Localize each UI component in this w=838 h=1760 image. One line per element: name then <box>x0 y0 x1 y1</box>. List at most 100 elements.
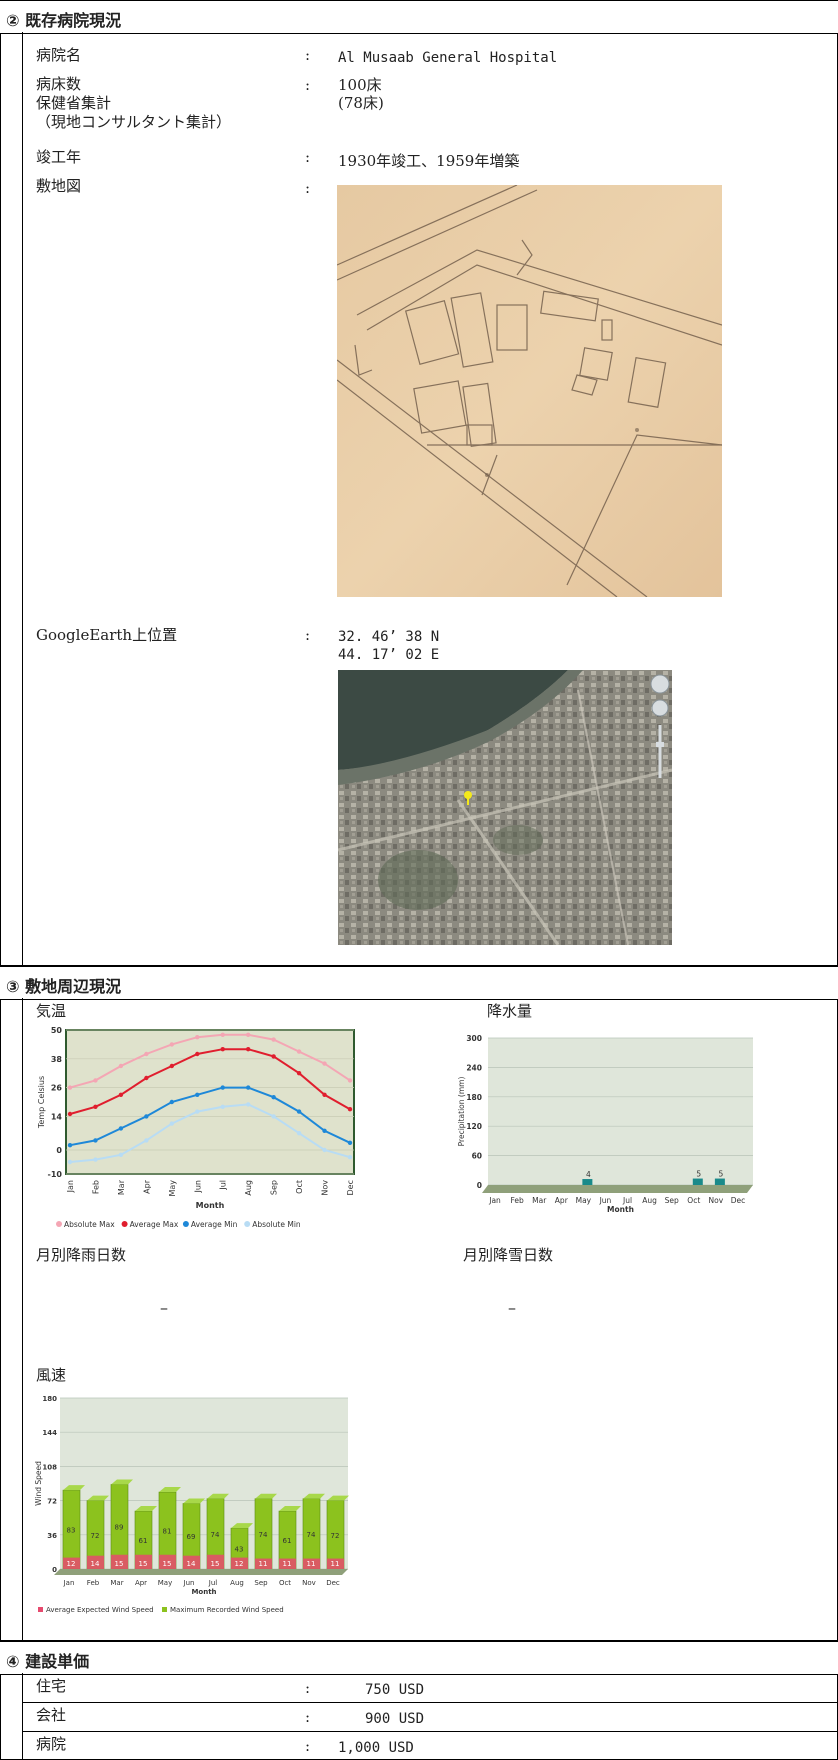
data-point <box>118 1126 124 1131</box>
office-label: 会社 <box>36 1706 67 1724</box>
x-tick-label: Aug <box>230 1579 244 1587</box>
data-point <box>296 1049 302 1054</box>
legend-label: Average Min <box>191 1220 238 1229</box>
colon: : <box>305 1737 311 1755</box>
data-point <box>245 1102 251 1107</box>
bar-avg <box>231 1557 248 1569</box>
series-line <box>69 1086 351 1147</box>
section-3-title: ③ 敷地周辺現況 <box>6 977 122 996</box>
x-tick-label: Nov <box>321 1180 330 1196</box>
data-point <box>296 1109 302 1114</box>
data-point <box>144 1138 149 1143</box>
y-tick-label: 180 <box>466 1093 482 1102</box>
x-tick-label: Jun <box>193 1180 202 1194</box>
bar-top <box>207 1493 229 1499</box>
x-tick-label: Apr <box>135 1579 147 1587</box>
data-point <box>322 1128 327 1133</box>
section-4-indent-line <box>22 1673 23 1760</box>
data-point <box>347 1107 353 1112</box>
housing-label: 住宅 <box>36 1677 67 1695</box>
y-axis-label: Precipitation (mm) <box>457 1077 466 1147</box>
x-tick-label: Sep <box>254 1579 268 1587</box>
data-point <box>93 1104 98 1109</box>
legend-marker <box>121 1221 128 1227</box>
legend-label: Absolute Min <box>252 1220 301 1229</box>
x-tick-label: Mar <box>532 1196 547 1205</box>
completion-year-label: 竣工年 <box>36 148 82 166</box>
x-tick-label: Dec <box>326 1579 340 1587</box>
data-point <box>93 1157 98 1162</box>
row-divider <box>22 1702 838 1703</box>
legend-label: Absolute Max <box>64 1220 115 1229</box>
bar-avg <box>63 1557 80 1569</box>
data-label: 11 <box>259 1560 268 1568</box>
data-point <box>67 1159 73 1165</box>
site-plan-image <box>337 185 722 597</box>
x-axis-label: Month <box>607 1205 634 1214</box>
data-point <box>271 1054 276 1059</box>
data-label: 69 <box>187 1533 196 1541</box>
x-tick-label: Jun <box>183 1579 195 1587</box>
data-point <box>195 1092 200 1097</box>
x-tick-label: Apr <box>142 1179 151 1194</box>
hospital-name-label: 病院名 <box>36 46 82 64</box>
data-point <box>271 1114 276 1119</box>
hospital-name-value: Al Musaab General Hospital <box>338 50 558 66</box>
bar-avg <box>279 1558 296 1569</box>
google-earth-label: GoogleEarth上位置 <box>36 626 178 644</box>
data-point <box>67 1085 73 1090</box>
section-3-header: ③ 敷地周辺現況 <box>0 965 838 1000</box>
bar-top <box>135 1506 157 1512</box>
series-line <box>69 1048 351 1115</box>
snow-days-value: – <box>508 1298 516 1317</box>
data-point <box>195 1051 200 1057</box>
wind-speed-label: 風速 <box>36 1366 67 1384</box>
x-tick-label: Jul <box>208 1579 218 1587</box>
data-point <box>67 1111 73 1117</box>
base-floor <box>482 1185 753 1193</box>
data-point <box>220 1047 225 1052</box>
data-label: 61 <box>139 1537 148 1545</box>
bar-top <box>63 1485 85 1491</box>
data-label: 11 <box>283 1560 292 1568</box>
site-map-label: 敷地図 <box>36 177 82 195</box>
data-point <box>118 1092 124 1097</box>
y-axis-label: Wind Speed <box>34 1461 43 1506</box>
data-label: 74 <box>259 1531 268 1539</box>
data-label: 15 <box>115 1560 124 1568</box>
data-point <box>169 1063 175 1069</box>
data-label: 15 <box>211 1560 220 1568</box>
legend-marker <box>162 1607 167 1612</box>
latitude-value: 32. 46’ 38 N <box>338 629 440 645</box>
x-tick-label: Dec <box>346 1180 355 1195</box>
x-tick-label: Jul <box>622 1196 632 1205</box>
data-label: 72 <box>91 1532 100 1540</box>
precipitation-label: 降水量 <box>487 1002 533 1020</box>
x-tick-label: Mar <box>110 1579 123 1587</box>
bar <box>582 1179 593 1185</box>
data-point <box>195 1109 200 1114</box>
y-tick-label: 0 <box>52 1566 57 1574</box>
data-label: 74 <box>211 1531 220 1539</box>
data-label: 12 <box>235 1560 244 1568</box>
data-label: 15 <box>163 1560 172 1568</box>
data-point <box>322 1147 327 1153</box>
bar-avg <box>183 1555 200 1569</box>
data-label: 14 <box>187 1560 196 1568</box>
data-label: 12 <box>67 1560 76 1568</box>
x-tick-label: Apr <box>555 1196 569 1205</box>
bar-avg <box>111 1554 128 1569</box>
monthly-rain-days-label: 月別降雨日数 <box>36 1246 127 1264</box>
section-2-title: ② 既存病院現況 <box>6 11 122 30</box>
x-tick-label: Aug <box>244 1180 253 1196</box>
data-point <box>169 1099 175 1105</box>
data-point <box>347 1140 353 1145</box>
bar-top <box>87 1495 109 1501</box>
plot-area <box>60 1398 348 1569</box>
bar-avg <box>255 1558 272 1569</box>
x-axis-label: Month <box>196 1201 225 1210</box>
legend-label: Average Expected Wind Speed <box>46 1606 154 1614</box>
beds-consultant-value: (78床) <box>338 94 384 112</box>
section-4-header: ④ 建設単価 <box>0 1640 838 1675</box>
bar <box>692 1178 703 1185</box>
